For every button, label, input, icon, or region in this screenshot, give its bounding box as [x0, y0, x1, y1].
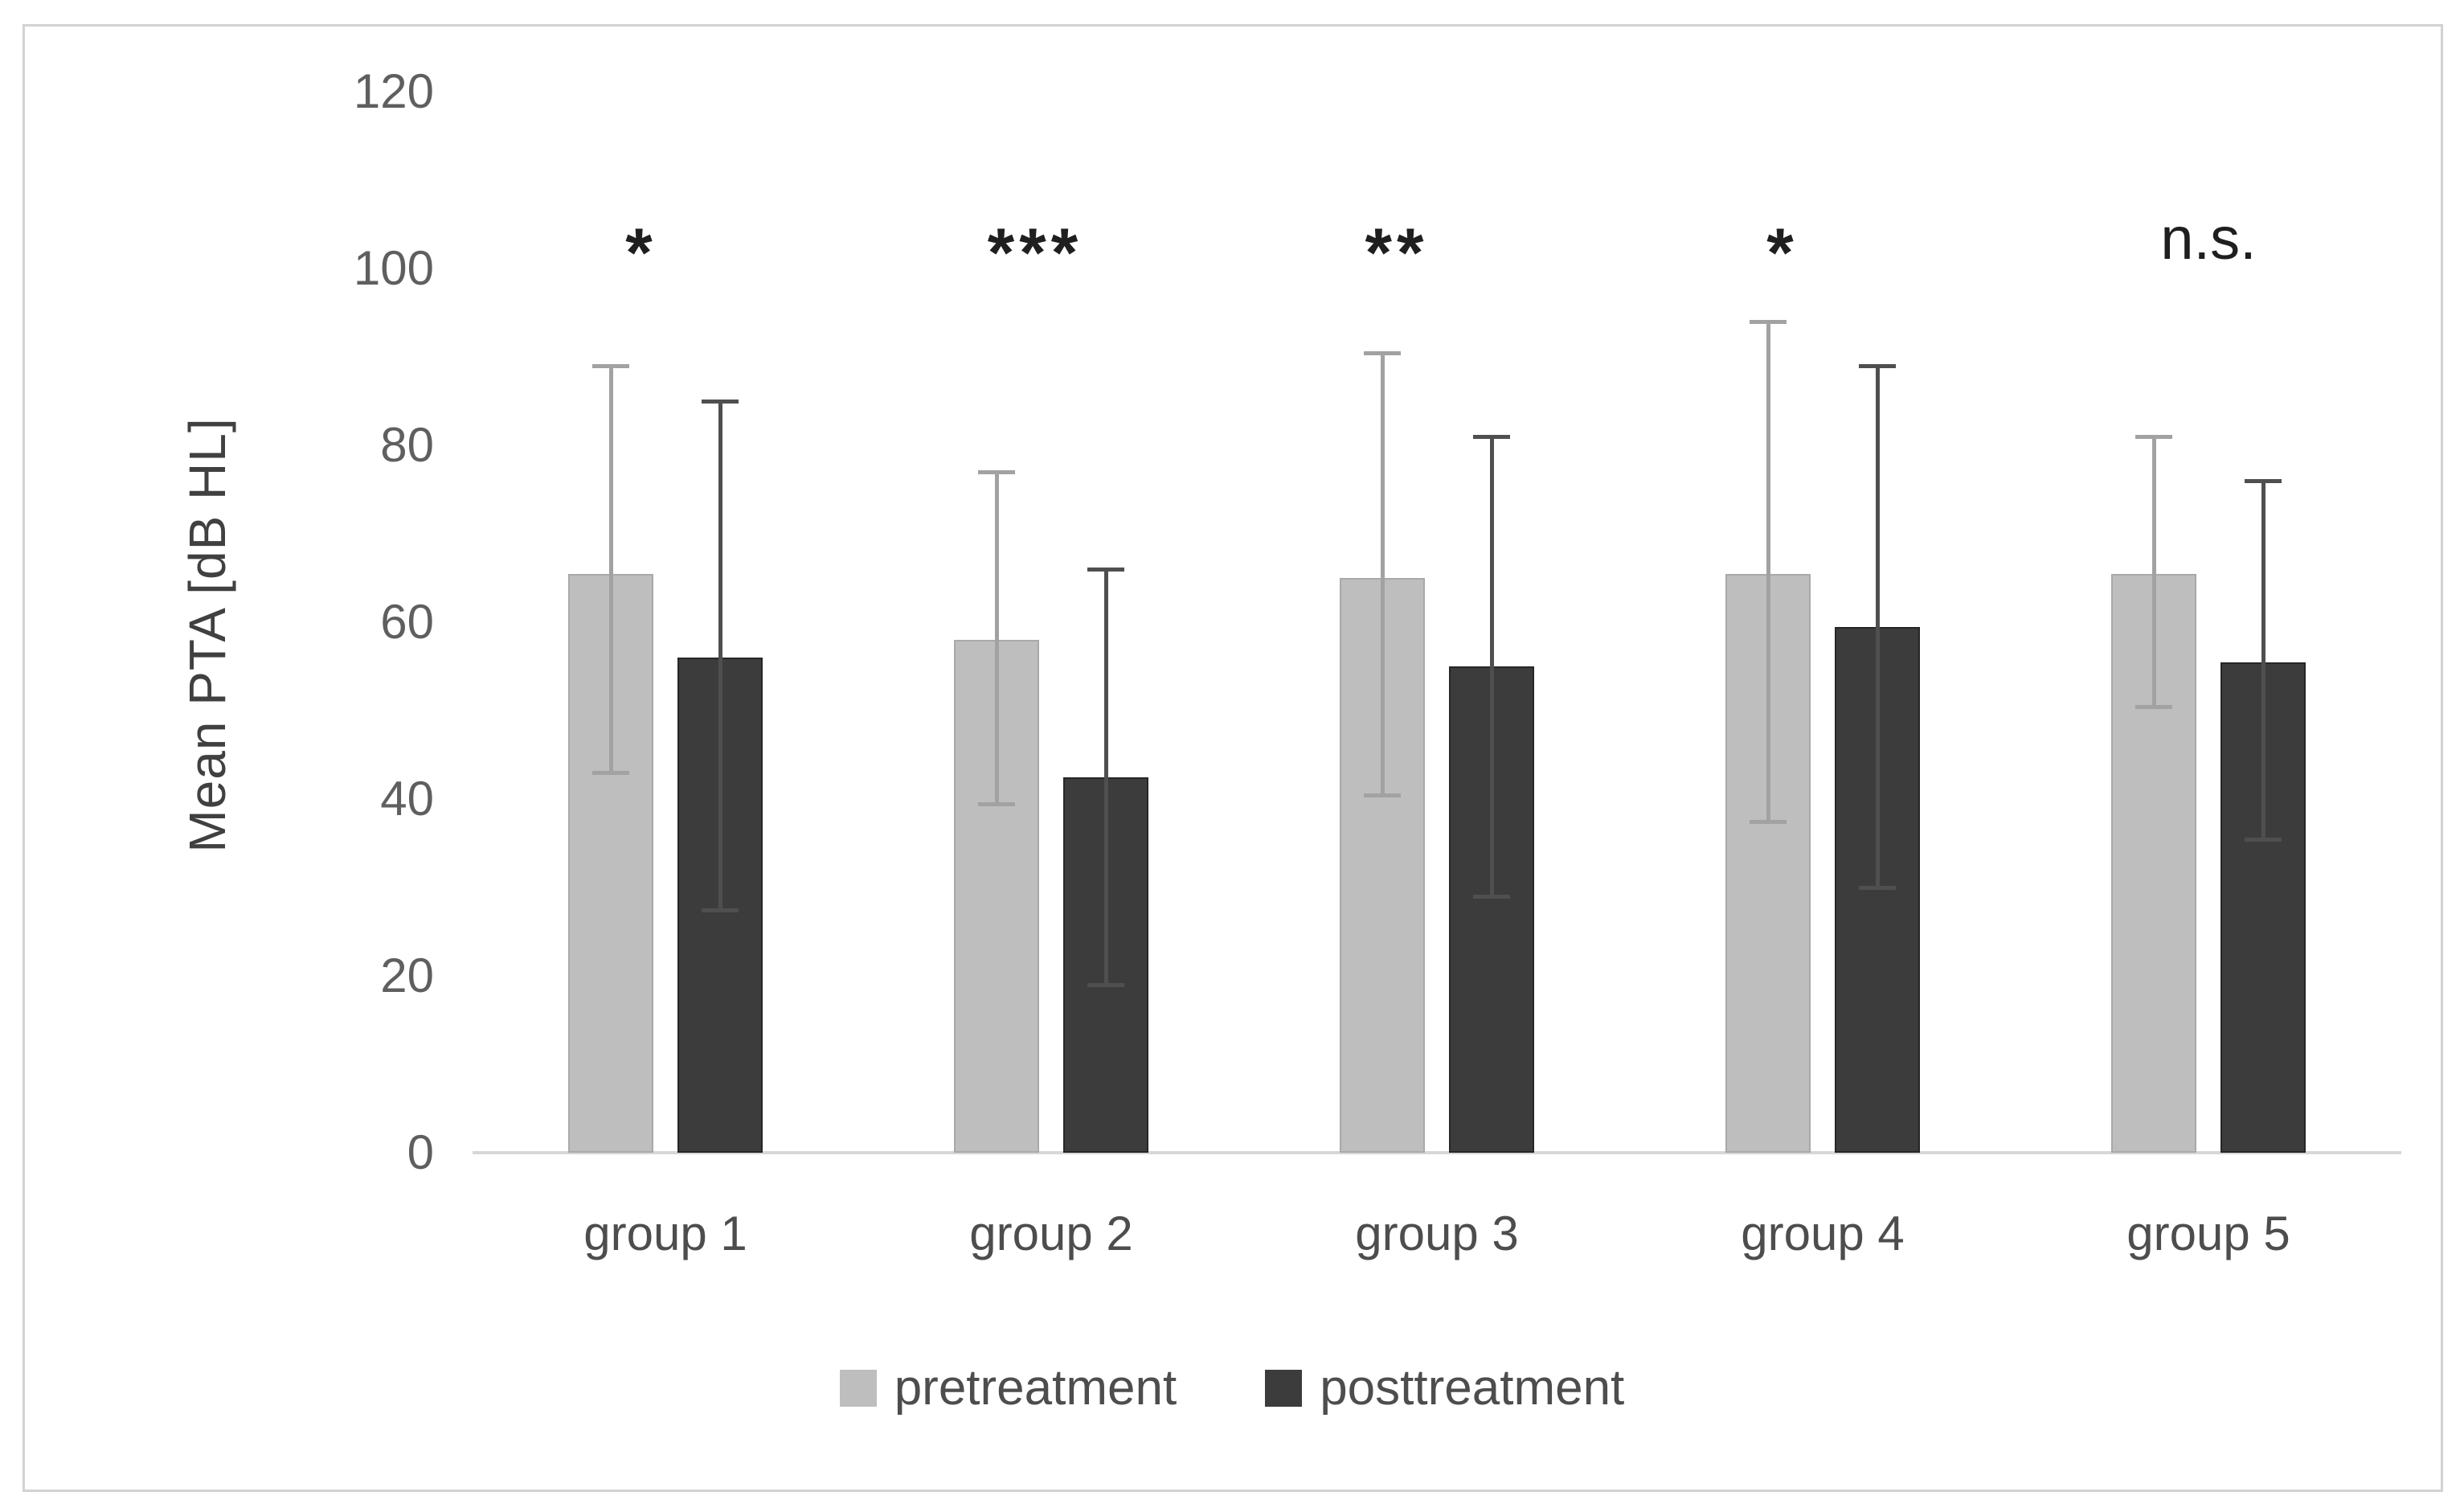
y-tick-label-100: 100 — [353, 241, 434, 295]
error-bar-pretreatment-group-2 — [994, 472, 999, 804]
error-cap-bottom-posttreatment-group-4 — [1859, 886, 1896, 890]
error-cap-top-posttreatment-group-4 — [1859, 364, 1896, 368]
chart-border — [23, 24, 2443, 1492]
error-bar-posttreatment-group-4 — [1875, 366, 1880, 887]
legend-item-pretreatment: pretreatment — [839, 1360, 1177, 1416]
error-bar-posttreatment-group-3 — [1489, 436, 1494, 896]
error-bar-posttreatment-group-1 — [718, 401, 722, 910]
error-cap-bottom-posttreatment-group-3 — [1473, 895, 1510, 899]
significance-label-group-4: * — [1766, 215, 1799, 292]
error-bar-pretreatment-group-4 — [1766, 322, 1770, 822]
legend-item-posttreatment: posttreatment — [1265, 1363, 1624, 1413]
y-axis-title: Mean PTA [dB HL] — [178, 417, 236, 853]
y-tick-label-40: 40 — [380, 772, 434, 826]
x-category-label-2: group 2 — [969, 1207, 1133, 1260]
y-tick-label-120: 120 — [353, 64, 434, 118]
error-bar-pretreatment-group-5 — [2151, 436, 2156, 707]
error-cap-top-posttreatment-group-5 — [2245, 479, 2282, 483]
x-category-label-3: group 3 — [1355, 1207, 1519, 1260]
error-cap-top-posttreatment-group-3 — [1473, 435, 1510, 439]
error-cap-bottom-posttreatment-group-2 — [1087, 983, 1124, 987]
x-category-label-5: group 5 — [2126, 1207, 2290, 1260]
error-cap-top-pretreatment-group-2 — [978, 470, 1015, 474]
error-cap-bottom-pretreatment-group-3 — [1364, 793, 1401, 797]
error-cap-top-pretreatment-group-5 — [2135, 435, 2172, 439]
error-bar-posttreatment-group-5 — [2261, 481, 2265, 839]
error-cap-bottom-pretreatment-group-1 — [592, 771, 629, 775]
legend-swatch-pretreatment — [839, 1370, 877, 1407]
y-tick-label-60: 60 — [380, 595, 434, 649]
bar-pretreatment-group-1 — [568, 573, 653, 1153]
legend-label-posttreatment: posttreatment — [1320, 1360, 1625, 1416]
error-cap-top-pretreatment-group-1 — [592, 364, 629, 368]
significance-label-group-5: n.s. — [2160, 205, 2257, 272]
error-cap-top-pretreatment-group-3 — [1364, 350, 1401, 355]
x-category-label-1: group 1 — [583, 1207, 747, 1260]
error-bar-pretreatment-group-1 — [608, 366, 613, 772]
x-axis-line — [473, 1151, 2401, 1154]
y-tick-label-20: 20 — [380, 949, 434, 1002]
error-cap-bottom-pretreatment-group-5 — [2135, 704, 2172, 709]
error-cap-bottom-posttreatment-group-5 — [2245, 837, 2282, 842]
y-tick-label-0: 0 — [407, 1125, 434, 1179]
error-cap-top-posttreatment-group-2 — [1087, 568, 1124, 572]
legend: pretreatment posttreatment — [0, 1360, 2464, 1416]
error-cap-bottom-posttreatment-group-1 — [702, 908, 739, 912]
error-cap-top-posttreatment-group-1 — [702, 400, 739, 404]
error-cap-bottom-pretreatment-group-4 — [1750, 819, 1787, 824]
error-cap-bottom-pretreatment-group-2 — [978, 801, 1015, 806]
significance-label-group-1: * — [625, 215, 657, 292]
x-category-label-4: group 4 — [1741, 1207, 1905, 1260]
error-bar-posttreatment-group-2 — [1103, 569, 1108, 985]
y-tick-label-80: 80 — [380, 418, 434, 472]
error-cap-top-pretreatment-group-4 — [1750, 320, 1787, 324]
error-bar-pretreatment-group-3 — [1380, 352, 1385, 795]
significance-label-group-2: *** — [987, 215, 1083, 292]
legend-swatch-posttreatment — [1265, 1370, 1303, 1407]
legend-label-pretreatment: pretreatment — [894, 1360, 1177, 1416]
significance-label-group-3: ** — [1365, 215, 1429, 292]
